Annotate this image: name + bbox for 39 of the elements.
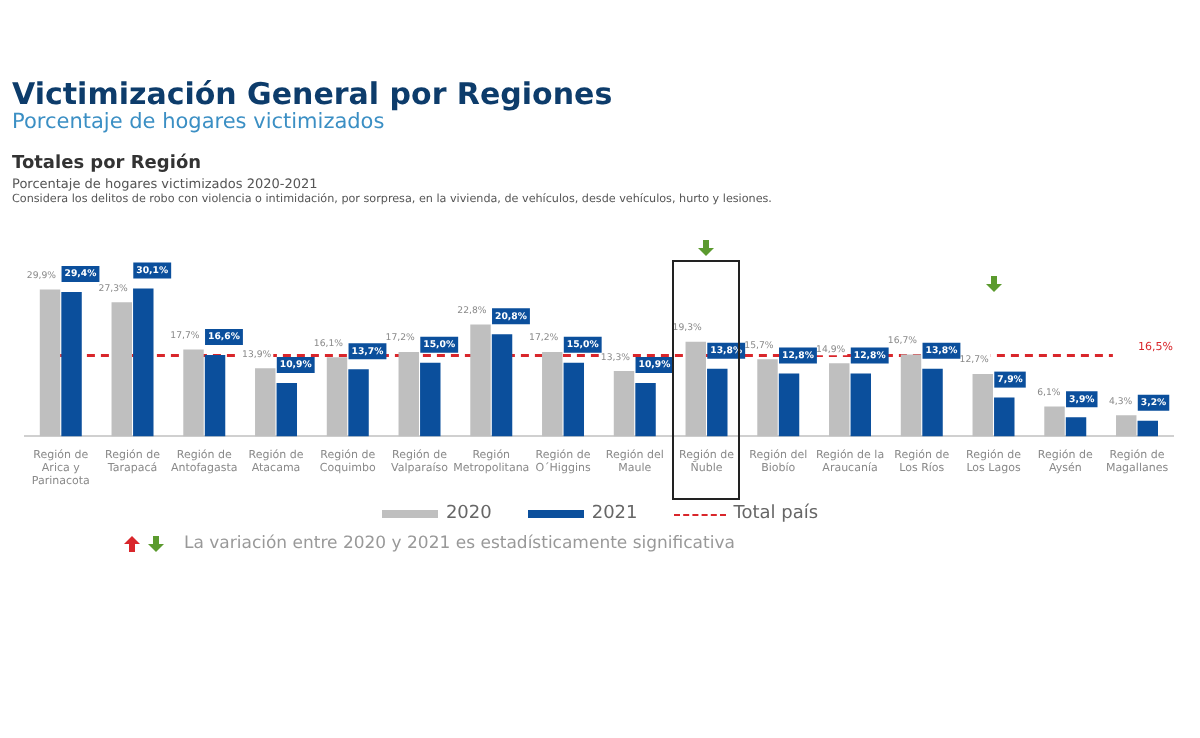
bar	[204, 354, 226, 437]
bar	[1116, 415, 1137, 437]
bar	[563, 362, 585, 437]
bar	[922, 368, 943, 437]
bar	[133, 288, 154, 437]
bar	[276, 382, 298, 437]
bar	[635, 382, 656, 437]
bar	[1044, 406, 1065, 437]
bar	[1065, 417, 1087, 437]
bar	[972, 374, 993, 437]
bar	[255, 368, 276, 437]
legend-label: 2020	[443, 504, 492, 524]
bar	[778, 373, 800, 437]
text: Totales por Región	[12, 154, 204, 174]
bar	[829, 363, 850, 437]
bar	[994, 397, 1015, 437]
bar	[183, 349, 204, 437]
chart-title: Victimización General por Regiones	[12, 76, 615, 112]
bar	[398, 351, 419, 437]
bar	[111, 302, 132, 437]
bar	[850, 373, 872, 437]
bar	[757, 359, 778, 437]
bar	[685, 341, 706, 437]
bar	[707, 368, 728, 437]
text: La variación entre 2020 y 2021 es estadísticamente significativa	[184, 534, 735, 554]
legend-label: 2021	[589, 504, 638, 524]
legend-label: Total país	[731, 504, 819, 524]
bar	[39, 289, 61, 437]
bar	[61, 292, 82, 437]
bar	[900, 354, 922, 437]
bar	[491, 334, 513, 437]
bar	[348, 369, 369, 437]
bar	[420, 362, 441, 437]
bar	[1137, 420, 1158, 437]
bar	[470, 324, 491, 437]
chart-subtitle: Porcentaje de hogares victimizados	[12, 110, 387, 134]
bar	[326, 357, 348, 437]
bar	[542, 351, 563, 437]
bar	[613, 371, 635, 437]
